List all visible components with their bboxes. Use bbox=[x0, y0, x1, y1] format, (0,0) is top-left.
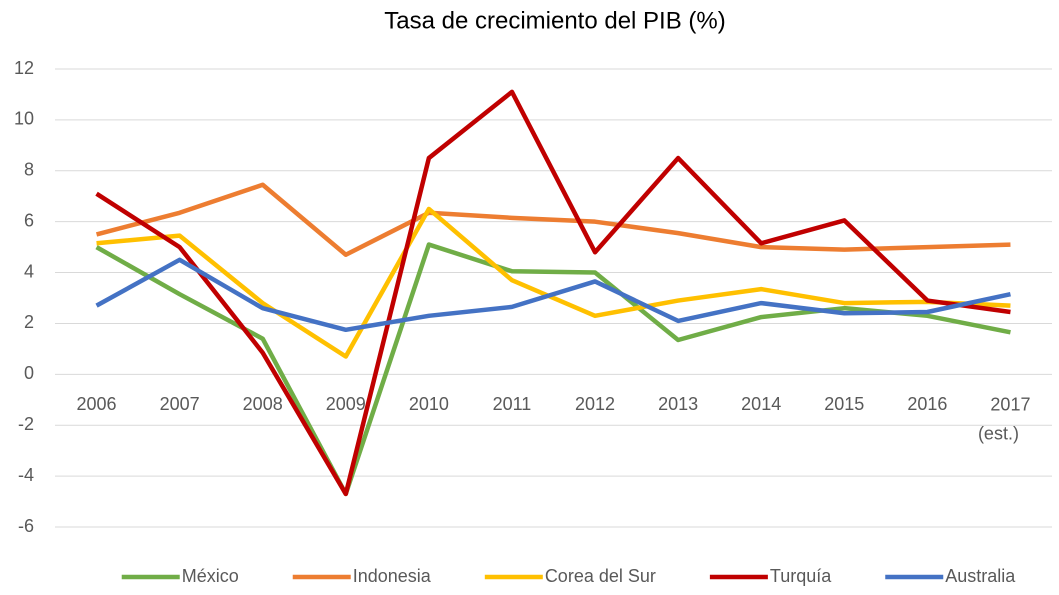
y-tick-label: 6 bbox=[24, 210, 34, 230]
x-tick-label: 2006 bbox=[77, 394, 117, 414]
x-tick-label: 2011 bbox=[493, 394, 532, 414]
y-tick-label: 4 bbox=[24, 261, 34, 281]
legend-label: México bbox=[182, 566, 239, 586]
x-tick-label: 2012 bbox=[575, 394, 615, 414]
x-tick-label: 2017 (est.) bbox=[978, 394, 1031, 443]
x-tick-label: 2014 bbox=[741, 394, 781, 414]
x-tick-label: 2015 bbox=[824, 394, 864, 414]
y-tick-label: -4 bbox=[18, 465, 34, 485]
x-tick-label: 2009 bbox=[326, 394, 366, 414]
y-tick-label: 0 bbox=[24, 363, 34, 383]
legend-label: Turquía bbox=[770, 566, 832, 586]
x-tick-label: 2013 bbox=[658, 394, 698, 414]
y-tick-label: 12 bbox=[14, 58, 34, 78]
lines bbox=[95, 89, 1011, 497]
legend-label: Corea del Sur bbox=[545, 566, 656, 586]
y-tick-label: -6 bbox=[18, 516, 34, 536]
y-tick-label: 2 bbox=[24, 312, 34, 332]
series-line bbox=[95, 89, 1011, 497]
chart-title: Tasa de crecimiento del PIB (%) bbox=[384, 7, 725, 34]
legend-label: Indonesia bbox=[353, 566, 432, 586]
series-line bbox=[95, 242, 1011, 497]
legend: México Indonesia Corea del Sur Turquía Austr… bbox=[121, 566, 1016, 586]
series-line bbox=[96, 206, 1011, 359]
y-tick-label: 8 bbox=[24, 160, 34, 180]
x-tick-label: 2010 bbox=[409, 394, 449, 414]
x-tick-label: 2007 bbox=[160, 394, 200, 414]
labels: -6 -4 -2 0 2 4 6 8 10 12 2006 2007 2008 2009 2010 2011 2… bbox=[14, 58, 1031, 536]
series-line bbox=[95, 182, 1011, 257]
y-tick-label: -2 bbox=[18, 414, 34, 434]
y-tick-label: 10 bbox=[14, 109, 34, 129]
series-line bbox=[95, 257, 1011, 333]
x-tick-label: 2008 bbox=[243, 394, 283, 414]
legend-label: Australia bbox=[945, 566, 1016, 586]
x-tick-label: 2016 bbox=[907, 394, 947, 414]
